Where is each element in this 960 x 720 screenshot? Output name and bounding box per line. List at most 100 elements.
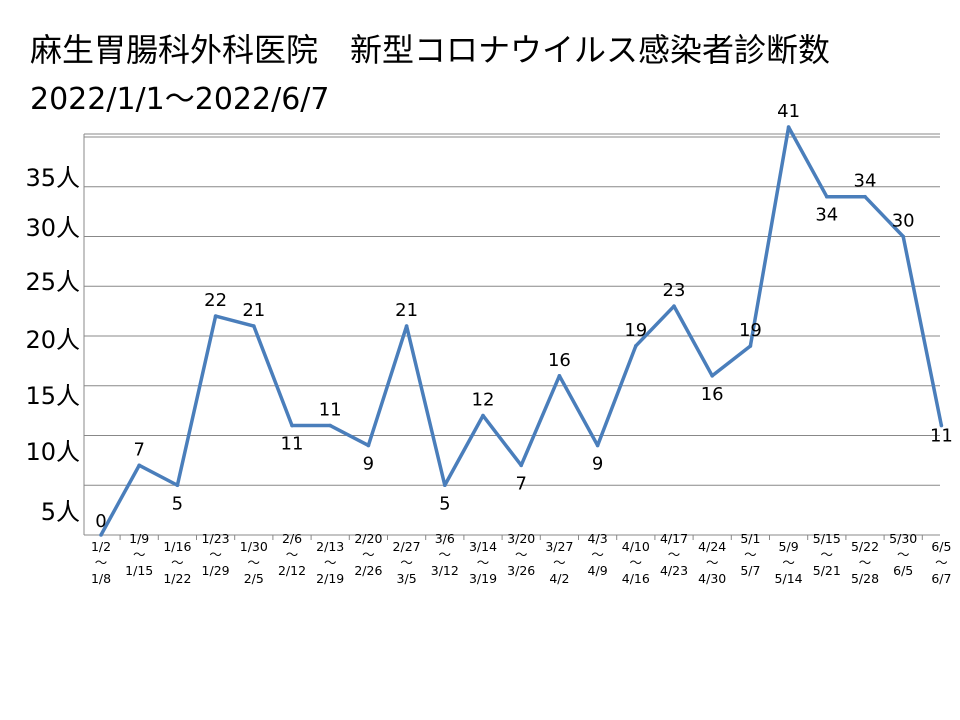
y-tick-label: 20人 (25, 326, 80, 354)
x-tick-label: ～ (439, 547, 452, 562)
x-axis-labels: 1/2～1/81/9～1/151/16～1/221/23～1/291/30～2/… (91, 531, 952, 586)
data-label: 9 (592, 453, 603, 474)
data-label: 5 (439, 493, 450, 514)
x-tick-label: 6/5 (893, 563, 913, 578)
data-point (99, 533, 103, 537)
x-tick-label: 3/19 (469, 571, 497, 586)
data-point (481, 413, 485, 418)
x-tick-label: ～ (248, 555, 261, 570)
x-tick-label: 2/6 (282, 531, 302, 546)
series-line (99, 125, 944, 537)
data-label: 23 (663, 280, 686, 301)
x-tick-label: 5/14 (775, 571, 803, 586)
x-tick-label: 5/1 (740, 531, 760, 546)
data-point (328, 423, 333, 428)
grid-lines (84, 133, 940, 486)
x-tick-label: 4/23 (660, 563, 688, 578)
x-tick-label: ～ (630, 555, 643, 570)
x-tick-label: 4/24 (698, 539, 726, 554)
x-tick-label: 3/26 (507, 563, 535, 578)
data-point (672, 304, 676, 308)
x-tick-label: ～ (897, 547, 910, 562)
x-tick-label: 4/16 (622, 571, 650, 586)
y-tick-label: 15人 (25, 382, 80, 410)
data-point (786, 125, 791, 129)
x-tick-label: 3/14 (469, 539, 497, 554)
data-point (557, 374, 562, 378)
data-label: 11 (319, 400, 342, 421)
x-tick-label: 4/10 (622, 539, 650, 554)
x-tick-label: 3/6 (435, 531, 455, 546)
data-label: 7 (133, 439, 144, 460)
x-tick-label: ～ (209, 547, 222, 562)
x-tick-label: 2/27 (393, 539, 421, 554)
x-tick-label: ～ (935, 555, 948, 570)
data-point (252, 324, 256, 328)
x-tick-label: 2/26 (354, 563, 382, 578)
data-point (710, 374, 714, 378)
chart-title: 麻生胃腸科外科医院 新型コロナウイルス感染者診断数 (30, 31, 831, 69)
data-point (137, 463, 141, 468)
data-point (519, 463, 523, 468)
x-tick-label: 6/7 (931, 571, 951, 586)
x-tick-label: 2/13 (316, 539, 344, 554)
x-tick-label: 1/2 (91, 539, 111, 554)
x-tick-label: 3/27 (545, 539, 573, 554)
data-point (901, 234, 905, 239)
data-point (366, 443, 371, 448)
y-tick-label: 35人 (25, 164, 80, 192)
x-tick-label: ～ (744, 547, 757, 562)
x-tick-label: 2/12 (278, 563, 306, 578)
data-point (595, 443, 600, 448)
x-tick-label: ～ (324, 555, 337, 570)
x-tick-label: ～ (782, 555, 795, 570)
x-tick-label: 5/21 (813, 563, 841, 578)
x-tick-label: 5/7 (740, 563, 760, 578)
data-point (443, 483, 447, 488)
x-tick-label: 1/15 (125, 563, 153, 578)
data-point (175, 483, 180, 488)
x-tick-label: ～ (362, 547, 375, 562)
data-label: 41 (777, 101, 800, 122)
data-label: 19 (739, 320, 762, 341)
data-point (825, 194, 829, 199)
x-tick-label: 4/3 (588, 531, 608, 546)
x-tick-label: 4/9 (588, 563, 608, 578)
axes (83, 134, 940, 540)
data-label: 30 (892, 211, 915, 232)
data-point (404, 324, 409, 328)
data-point (213, 314, 218, 318)
x-tick-label: 2/5 (244, 571, 264, 586)
data-label: 5 (172, 493, 183, 514)
x-tick-label: ～ (553, 555, 566, 570)
x-tick-label: ～ (95, 555, 108, 570)
x-tick-label: 4/30 (698, 571, 726, 586)
x-tick-label: 1/9 (129, 531, 149, 546)
data-label: 11 (930, 426, 953, 447)
x-tick-label: 2/19 (316, 571, 344, 586)
data-label: 34 (815, 205, 838, 226)
x-tick-label: ～ (668, 547, 681, 562)
data-label: 19 (624, 320, 647, 341)
x-tick-label: ～ (171, 555, 184, 570)
x-tick-label: ～ (133, 547, 146, 562)
data-label: 34 (854, 171, 877, 192)
x-tick-label: ～ (515, 547, 528, 562)
x-tick-label: 5/28 (851, 571, 879, 586)
x-tick-label: 1/16 (163, 539, 191, 554)
x-tick-label: ～ (591, 547, 604, 562)
x-tick-label: 3/20 (507, 531, 535, 546)
chart-subtitle: 2022/1/1～2022/6/7 (30, 82, 330, 117)
x-tick-label: 1/23 (202, 531, 230, 546)
x-tick-label: ～ (400, 555, 413, 570)
data-point (290, 423, 294, 428)
x-tick-label: 3/12 (431, 563, 459, 578)
x-tick-label: 1/8 (91, 571, 111, 586)
data-label: 11 (281, 434, 304, 455)
data-label: 16 (548, 350, 571, 371)
data-point (939, 423, 944, 428)
data-label: 7 (515, 473, 526, 494)
x-tick-label: 1/30 (240, 539, 268, 554)
data-point (748, 344, 753, 348)
y-tick-label: 5人 (41, 498, 80, 526)
